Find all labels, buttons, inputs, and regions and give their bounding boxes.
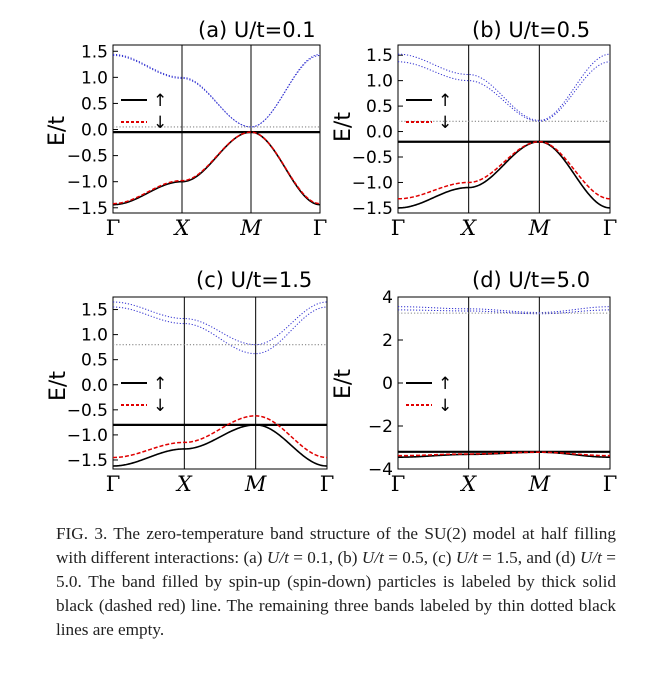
figure-caption: FIG. 3. The zero-temperature band struct… bbox=[56, 522, 616, 642]
panel-d-xtick-label: Γ bbox=[603, 472, 618, 496]
panel-b-legend-up-label: ↑ bbox=[438, 91, 452, 111]
panel-a-title: (a) U/t=0.1 bbox=[198, 18, 316, 42]
panel-b-ytick-label: 0.5 bbox=[366, 97, 393, 117]
panel-b-title: (b) U/t=0.5 bbox=[472, 18, 590, 42]
panel-b-band-2 bbox=[397, 53, 611, 121]
panel-c-ytick-label: 1.0 bbox=[81, 326, 108, 346]
panel-b-ytick-label: 1.0 bbox=[366, 72, 393, 92]
panel-c-band-0 bbox=[112, 424, 328, 467]
panel-b-ylabel: E/t bbox=[331, 112, 356, 142]
panel-b-ytick-label: 0.0 bbox=[366, 123, 393, 143]
caption-label: FIG. 3. bbox=[56, 524, 108, 543]
caption-val-d: = 5.0. The band filled by spin-up (spin-… bbox=[56, 548, 616, 639]
panel-d-ylabel: E/t bbox=[331, 369, 356, 399]
panel-a-xtick-label: M bbox=[239, 216, 262, 240]
panel-c-ytick-label: 1.5 bbox=[81, 301, 108, 321]
panel-b-ytick-label: −1.5 bbox=[352, 199, 393, 219]
caption-u-d: U/t bbox=[579, 548, 602, 567]
panel-d-ytick-label: 4 bbox=[382, 288, 393, 308]
panel-c-frame bbox=[112, 296, 328, 470]
caption-text-1: The zero-temperature band structure of t… bbox=[56, 524, 616, 567]
panel-c-band-3 bbox=[112, 306, 328, 355]
caption-u-a: U/t bbox=[266, 548, 289, 567]
panel-c: (c) U/t=1.5E/t1.51.00.50.0−0.5−1.0−1.5Γ X… bbox=[46, 268, 334, 496]
caption-val-c: = 1.5, and (d) bbox=[477, 548, 580, 567]
panel-d-band-1 bbox=[398, 451, 610, 457]
panel-a-frame bbox=[112, 44, 321, 214]
panel-c-band-2 bbox=[112, 301, 328, 346]
figure-panels: (a) U/t=0.1E/t1.51.00.50.0−0.5−1.0−1.5Γ X… bbox=[45, 18, 617, 496]
panel-c-band-1 bbox=[112, 415, 328, 459]
panel-a-xtick-label: X bbox=[173, 216, 191, 240]
panel-b-ytick-label: 1.5 bbox=[366, 46, 393, 66]
panel-d-ytick-label: −4 bbox=[368, 460, 393, 480]
caption-u-b: U/t bbox=[361, 548, 384, 567]
panel-b-xtick-label: Γ bbox=[391, 216, 406, 240]
panel-c-ytick-label: 0.5 bbox=[81, 351, 108, 371]
panel-c-ytick-label: −0.5 bbox=[67, 401, 108, 421]
panel-a-ytick-label: −0.5 bbox=[67, 147, 108, 167]
panel-d-xtick-label: X bbox=[459, 472, 477, 496]
panel-a-band-2 bbox=[112, 53, 321, 128]
panel-b-xtick-label: X bbox=[459, 216, 477, 240]
panel-b-ytick-label: −1.0 bbox=[352, 173, 393, 193]
panel-b-legend-down-label: ↓ bbox=[438, 113, 452, 133]
panel-b-band-1 bbox=[397, 140, 611, 200]
panel-d-xtick-label: Γ bbox=[391, 472, 406, 496]
panel-c-xtick-label: X bbox=[175, 472, 193, 496]
panel-a-xtick-label: Γ bbox=[313, 216, 328, 240]
panel-b-xtick-label: M bbox=[528, 216, 551, 240]
panel-a-ylabel: E/t bbox=[45, 116, 70, 146]
panel-c-title: (c) U/t=1.5 bbox=[196, 268, 312, 292]
panel-c-legend-up-label: ↑ bbox=[153, 374, 167, 394]
panel-d-legend-down-label: ↓ bbox=[438, 396, 452, 416]
caption-val-b: = 0.5, (c) bbox=[383, 548, 456, 567]
panel-c-xtick-label: Γ bbox=[106, 472, 121, 496]
panel-c-ytick-label: −1.5 bbox=[67, 451, 108, 471]
panel-d-band-3 bbox=[398, 309, 610, 315]
panel-a: (a) U/t=0.1E/t1.51.00.50.0−0.5−1.0−1.5Γ X… bbox=[45, 18, 327, 240]
panel-b: (b) U/t=0.5E/t1.51.00.50.0−0.5−1.0−1.5Γ X… bbox=[331, 18, 617, 240]
panel-b-ytick-label: −0.5 bbox=[352, 148, 393, 168]
panel-d-ytick-label: 2 bbox=[382, 331, 393, 351]
panel-b-frame bbox=[397, 44, 611, 214]
panel-c-legend-down-label: ↓ bbox=[153, 396, 167, 416]
panel-c-ylabel: E/t bbox=[46, 371, 71, 401]
panel-a-ytick-label: 0.0 bbox=[81, 121, 108, 141]
caption-u-c: U/t bbox=[455, 548, 478, 567]
caption-val-a: = 0.1, (b) bbox=[288, 548, 362, 567]
panel-b-band-3 bbox=[397, 61, 611, 122]
panel-a-ytick-label: 0.5 bbox=[81, 94, 108, 114]
panel-d-band-2 bbox=[398, 306, 610, 313]
panel-d-legend-up-label: ↑ bbox=[438, 374, 452, 394]
panel-a-ytick-label: 1.5 bbox=[81, 42, 108, 62]
panel-c-ytick-label: −1.0 bbox=[67, 426, 108, 446]
panel-d-ytick-label: −2 bbox=[368, 417, 393, 437]
panel-c-ytick-label: 0.0 bbox=[81, 376, 108, 396]
panel-a-band-3 bbox=[112, 54, 321, 128]
panel-a-ytick-label: 1.0 bbox=[81, 68, 108, 88]
panel-d-title: (d) U/t=5.0 bbox=[472, 268, 590, 292]
panel-b-xtick-label: Γ bbox=[603, 216, 618, 240]
panel-d-xtick-label: M bbox=[528, 472, 551, 496]
panel-a-xtick-label: Γ bbox=[106, 216, 121, 240]
panel-a-legend-down-label: ↓ bbox=[153, 113, 167, 133]
panel-c-xtick-label: Γ bbox=[320, 472, 335, 496]
panel-a-ytick-label: −1.0 bbox=[67, 173, 108, 193]
panel-a-band-1 bbox=[112, 131, 321, 205]
panel-a-ytick-label: −1.5 bbox=[67, 199, 108, 219]
panel-b-band-0 bbox=[397, 140, 611, 209]
panel-d-ytick-label: 0 bbox=[382, 374, 393, 394]
panel-c-xtick-label: M bbox=[244, 472, 267, 496]
panel-a-legend-up-label: ↑ bbox=[153, 91, 167, 111]
